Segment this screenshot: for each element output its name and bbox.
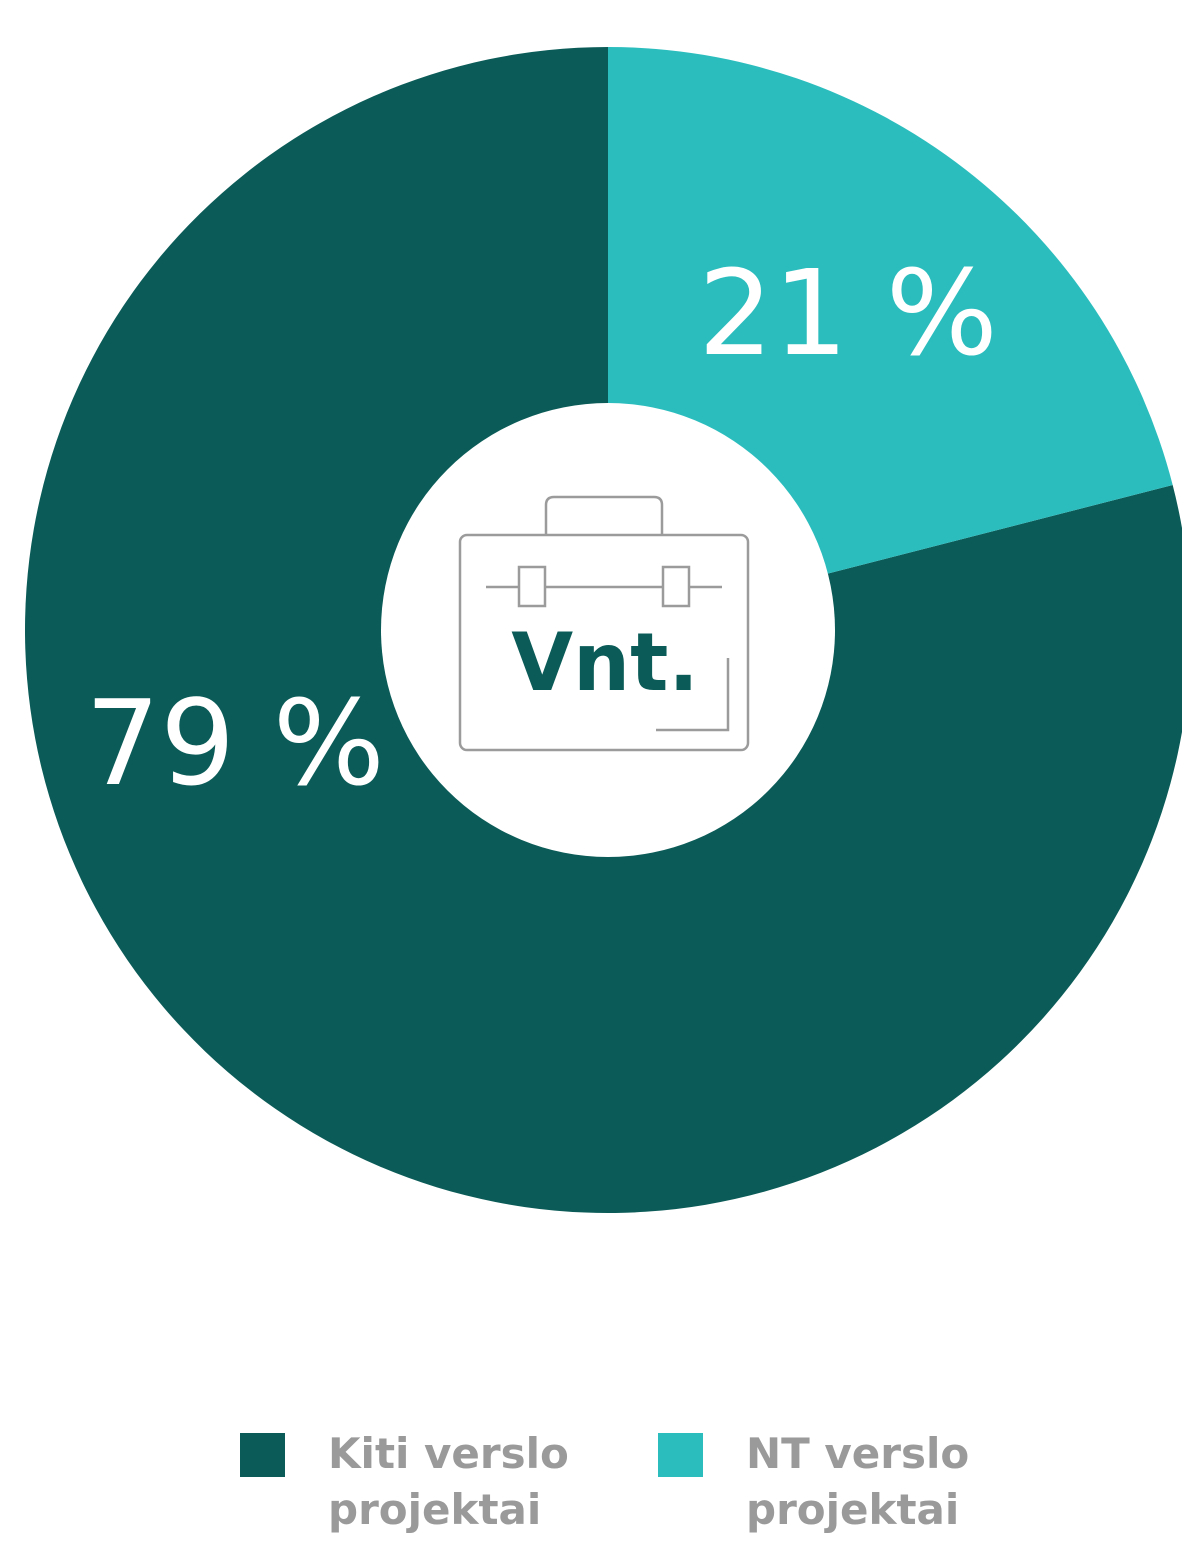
legend-swatch [658,1433,703,1477]
legend-item: Kiti verslo projektai [240,1429,588,1538]
center-hole [381,403,835,857]
legend-label: Kiti verslo projektai [328,1429,569,1534]
center-label: Vnt. [511,616,699,709]
legend-item: NT verslo projektai [658,1429,1006,1538]
legend-label: NT verslo projektai [746,1429,970,1534]
legend: Kiti verslo projektai NT verslo projektai [0,1429,1182,1540]
briefcase-icon [458,495,750,752]
value-label: 79 % [85,674,385,812]
value-label: 21 % [698,244,998,382]
legend-swatch [240,1433,285,1477]
chart: Vnt. 79 % 21 % [25,47,1182,1213]
